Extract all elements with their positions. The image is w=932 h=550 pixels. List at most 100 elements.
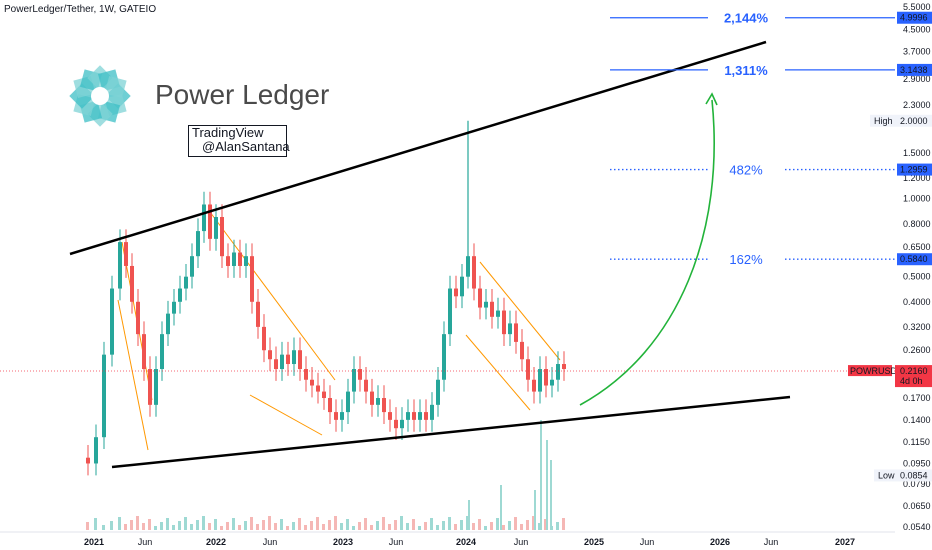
price-tick-label: 0.2600	[903, 345, 931, 355]
candle-body	[448, 288, 452, 335]
countdown-tag: 4d 0h	[900, 376, 923, 386]
volume-bar	[468, 500, 470, 530]
candle-body	[262, 326, 266, 351]
candle-body	[370, 391, 374, 405]
candle-body	[130, 265, 134, 302]
volume-bar	[268, 516, 271, 530]
candle-body	[86, 457, 90, 464]
volume-bar	[424, 522, 427, 530]
candle-body	[562, 364, 566, 370]
volume-bar	[370, 525, 373, 530]
price-tick-label: 1.2000	[903, 173, 931, 183]
lower-trendline	[111, 395, 791, 469]
volume-bar	[190, 524, 193, 530]
candle-body	[280, 354, 284, 370]
time-tick-label: 2027	[835, 537, 855, 547]
price-tick-label: 0.0790	[903, 479, 931, 489]
candle-body	[556, 364, 560, 380]
logo-text: Power Ledger	[155, 79, 329, 110]
candle-body	[160, 334, 164, 370]
candle-body	[520, 341, 524, 360]
time-tick-label: Jun	[640, 537, 655, 547]
candle-body	[124, 242, 128, 266]
volume-bar	[304, 525, 307, 530]
price-tick-label: 1.5000	[903, 148, 931, 158]
candle-body	[394, 419, 398, 429]
time-tick-label: 2026	[710, 537, 730, 547]
volume-bar	[364, 518, 367, 530]
volume-bar	[124, 524, 127, 530]
volume-bar	[280, 519, 283, 530]
signature-line1: TradingView	[192, 125, 264, 140]
upper-trendline	[69, 40, 767, 256]
candle-body	[514, 323, 518, 342]
price-axis[interactable]	[895, 0, 932, 550]
volume-bars	[86, 420, 565, 530]
volume-bar	[546, 440, 548, 530]
volume-bar	[172, 525, 175, 530]
volume-bar	[274, 523, 277, 530]
volume-bar	[382, 517, 385, 530]
arrow-head-icon	[705, 92, 718, 106]
price-tick-label: 0.3200	[903, 322, 931, 332]
volume-bar	[322, 524, 325, 530]
volume-bar	[154, 526, 157, 530]
volume-bar	[534, 490, 536, 530]
candle-body	[316, 385, 320, 392]
candle-body	[250, 256, 254, 302]
signature-line2: @AlanSantana	[202, 139, 290, 154]
price-tick-label: 0.0540	[903, 522, 931, 532]
volume-bar	[448, 517, 451, 530]
candle-body	[358, 369, 362, 380]
candle-body	[502, 310, 506, 335]
volume-bar	[532, 516, 535, 530]
target-percent: 2,144%	[724, 11, 769, 26]
low-label: Low	[878, 470, 895, 480]
volume-bar	[196, 520, 199, 530]
price-tag: 0.2160	[900, 366, 928, 376]
volume-bar	[418, 526, 421, 530]
candle-body	[400, 419, 404, 429]
high-value: 2.0000	[900, 116, 928, 126]
candle-body	[478, 288, 482, 308]
candle-body	[484, 301, 488, 308]
candle-body	[136, 301, 140, 335]
volume-bar	[136, 516, 139, 530]
time-tick-label: Jun	[764, 537, 779, 547]
time-tick-label: 2025	[584, 537, 604, 547]
candle-body	[430, 404, 434, 420]
time-tick-label: 2024	[456, 537, 476, 547]
volume-bar	[220, 526, 223, 530]
volume-bar	[436, 525, 439, 530]
low-value: 0.0854	[900, 470, 928, 480]
candle-body	[538, 369, 542, 392]
candle-body	[286, 354, 290, 365]
candle-body	[298, 350, 302, 370]
volume-bar	[244, 521, 247, 530]
target-percent: 1,311%	[724, 63, 768, 78]
target-price-tag: 0.5840	[900, 254, 928, 264]
time-tick-label: Jun	[389, 537, 404, 547]
volume-bar	[310, 521, 313, 530]
volume-bar	[286, 526, 289, 530]
volume-bar	[406, 523, 409, 530]
candle-body	[148, 369, 152, 405]
volume-bar	[442, 521, 445, 530]
candle-body	[232, 252, 236, 266]
candle-body	[352, 369, 356, 392]
volume-bar	[540, 420, 542, 530]
volume-bar	[250, 517, 253, 530]
volume-bar	[214, 519, 217, 530]
candle-body	[292, 350, 296, 365]
volume-bar	[118, 517, 121, 530]
candle-body	[268, 350, 272, 360]
volume-bar	[160, 522, 163, 530]
price-tick-label: 1.0000	[903, 194, 931, 204]
candle-body	[256, 301, 260, 327]
volume-bar	[256, 524, 259, 530]
volume-bar	[556, 522, 559, 530]
volume-bar	[430, 518, 433, 530]
candle-body	[508, 323, 512, 335]
target-levels: 2,144% 1,311% 482% 162%	[610, 11, 895, 267]
